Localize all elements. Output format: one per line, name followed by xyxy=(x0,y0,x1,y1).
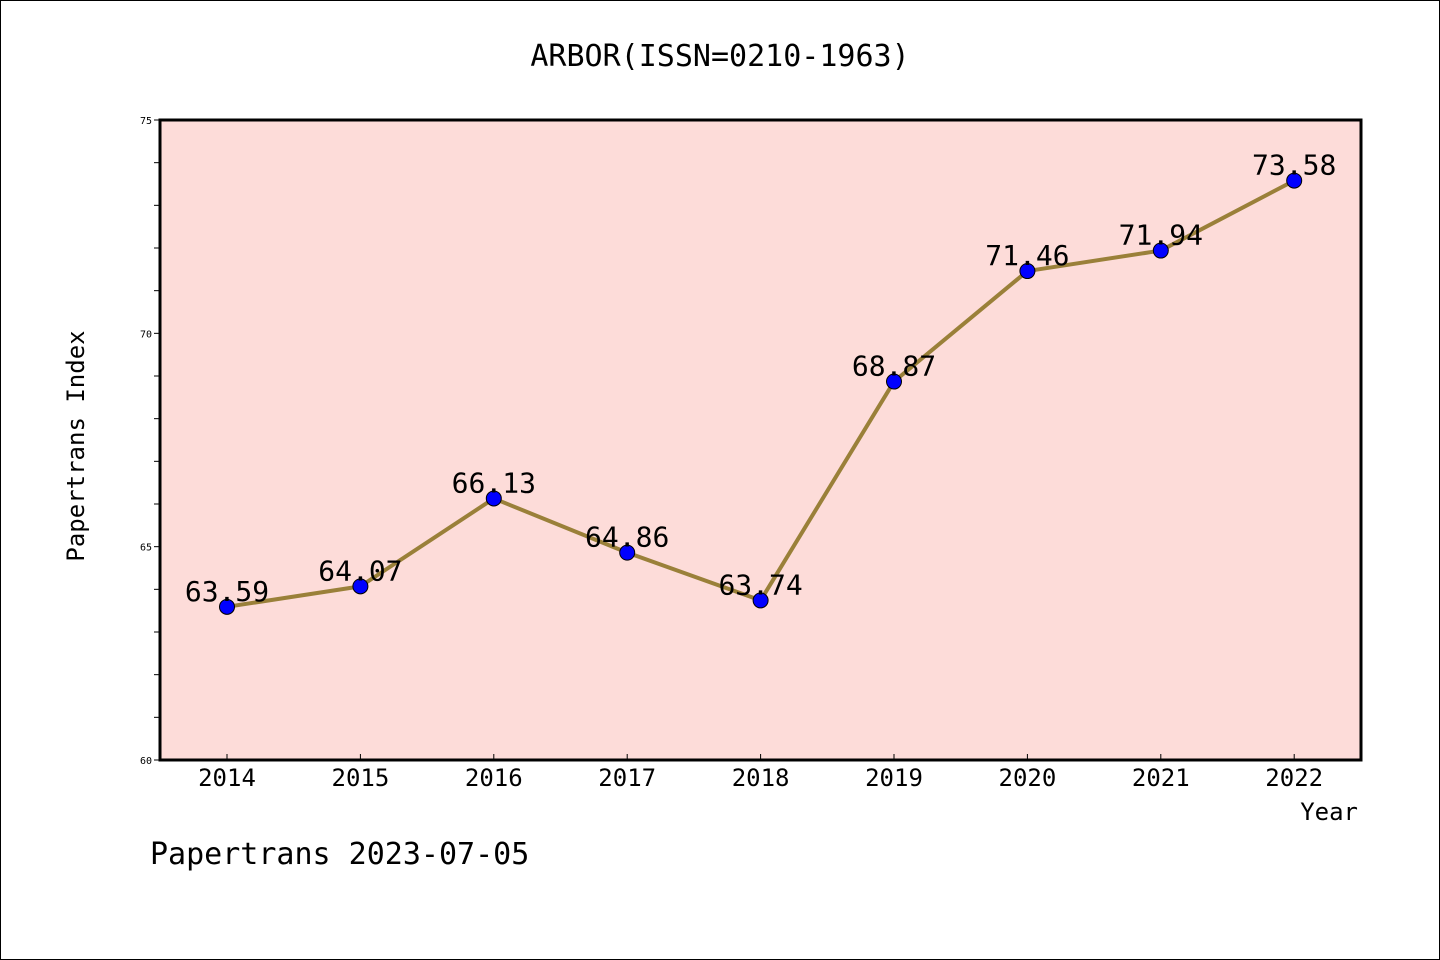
footer-text: Papertrans 2023-07-05 xyxy=(150,837,529,872)
x-tick-label: 2014 xyxy=(198,764,256,792)
data-label: 63.74 xyxy=(718,568,802,601)
x-tick-label: 2019 xyxy=(865,764,923,792)
data-point xyxy=(886,373,902,390)
y-axis-label: Papertrans Index xyxy=(62,330,90,561)
x-tick-label: 2020 xyxy=(999,764,1057,792)
data-label: 71.94 xyxy=(1119,219,1203,252)
data-point xyxy=(352,578,369,595)
x-tick-label: 2018 xyxy=(732,764,790,792)
y-tick-label: 70 xyxy=(140,329,152,340)
plot-area xyxy=(158,118,1363,762)
y-tick-label: 75 xyxy=(140,116,152,127)
data-point xyxy=(1286,172,1303,189)
data-label: 71.46 xyxy=(985,239,1069,272)
x-tick-label: 2017 xyxy=(598,764,656,792)
x-tick-label: 2022 xyxy=(1265,764,1323,792)
data-label: 68.87 xyxy=(852,350,936,383)
data-label: 63.59 xyxy=(185,575,269,608)
x-tick-label: 2021 xyxy=(1132,764,1190,792)
data-point xyxy=(752,592,769,609)
x-tick-label: 2016 xyxy=(465,764,523,792)
data-point xyxy=(219,598,235,615)
y-tick-label: 60 xyxy=(140,756,152,767)
data-label: 66.13 xyxy=(452,466,536,499)
data-point xyxy=(485,490,502,507)
data-label: 64.07 xyxy=(318,554,402,587)
data-label: 73.58 xyxy=(1252,149,1336,182)
chart-title: ARBOR(ISSN=0210-1963) xyxy=(530,39,909,74)
x-axis-label: Year xyxy=(1300,798,1358,826)
data-point xyxy=(1152,242,1169,259)
data-label: 64.86 xyxy=(585,521,669,554)
data-point xyxy=(1019,263,1036,280)
x-tick-label: 2015 xyxy=(332,764,390,792)
data-point xyxy=(619,544,636,561)
y-tick-label: 65 xyxy=(140,543,152,554)
